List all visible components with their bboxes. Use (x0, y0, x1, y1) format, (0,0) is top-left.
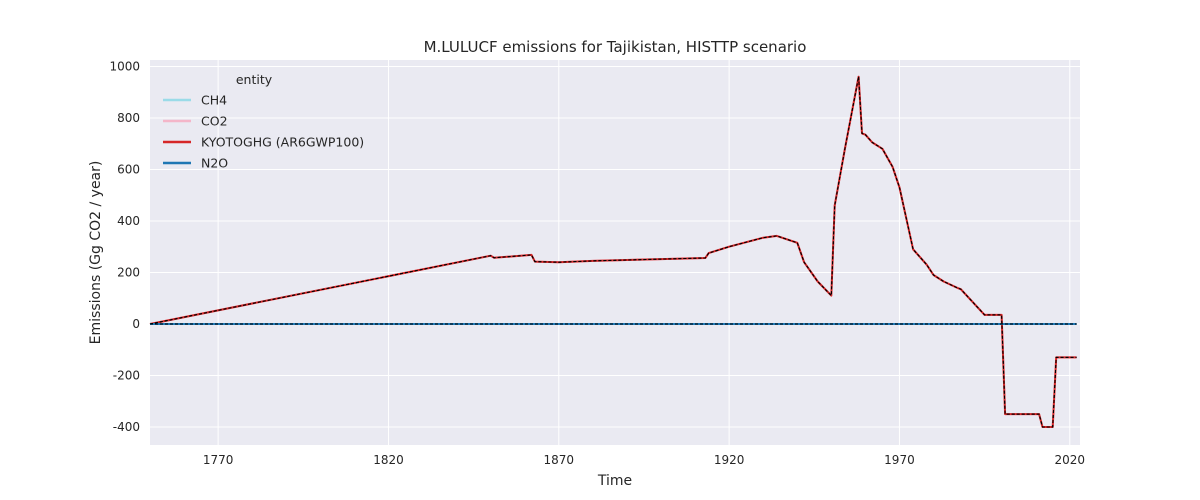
series-dash-kyotoghg-ar6gwp100 (149, 76, 1077, 428)
x-tick-label: 1970 (884, 453, 915, 467)
y-tick-label: 0 (132, 317, 140, 331)
x-tick-label: 1770 (203, 453, 234, 467)
x-axis-label: Time (597, 473, 632, 489)
legend-entry: CH4 (201, 93, 227, 108)
plot-area (150, 60, 1080, 445)
x-tick-label: 2020 (1055, 453, 1086, 467)
y-tick-label: 800 (117, 111, 140, 125)
x-tick-label: 1920 (714, 453, 745, 467)
x-axis-ticks: 1770 1820 1870 1920 1970 2020 (203, 453, 1085, 467)
y-axis-label: Emissions (Gg CO2 / year) (88, 161, 104, 345)
legend-entry: CO2 (201, 114, 228, 129)
x-tick-label: 1870 (544, 453, 575, 467)
y-tick-label: 1000 (109, 59, 140, 73)
y-tick-label: 400 (117, 214, 140, 228)
y-tick-label: -200 (113, 368, 140, 382)
legend: entity CH4 CO2 KYOTOGHG (AR6GWP100) N2O (163, 72, 364, 171)
y-tick-label: 600 (117, 162, 140, 176)
x-tick-label: 1820 (373, 453, 404, 467)
chart-title: M.LULUCF emissions for Tajikistan, HISTT… (424, 38, 807, 56)
y-tick-label: 200 (117, 265, 140, 279)
legend-entry: N2O (201, 156, 228, 171)
y-axis-ticks: -400 -200 0 200 400 600 800 1000 (109, 59, 140, 434)
legend-title: entity (236, 72, 273, 87)
y-tick-label: -400 (113, 420, 140, 434)
legend-entry: KYOTOGHG (AR6GWP100) (201, 135, 364, 150)
series-lines (149, 75, 1077, 428)
